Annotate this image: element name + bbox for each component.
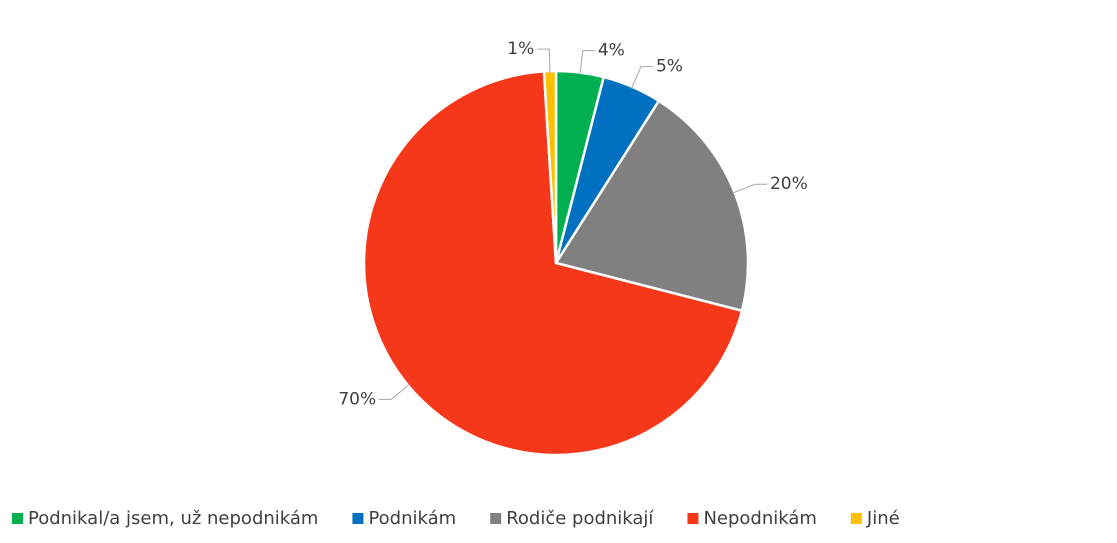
legend-label: Podnikám [368, 508, 456, 529]
data-label: 1% [507, 39, 534, 59]
legend-swatch [850, 513, 862, 524]
leader-line [379, 383, 410, 400]
legend-label: Jiné [866, 508, 900, 529]
data-label: 5% [656, 57, 683, 77]
leader-line [537, 48, 551, 74]
legend-label: Rodiče podnikají [506, 508, 654, 529]
legend-swatch [490, 513, 502, 524]
legend: Podnikal/a jsem, už nepodnikám Podnikám Ro… [12, 508, 900, 529]
data-label: 4% [598, 41, 625, 61]
legend-swatch [687, 513, 699, 524]
legend-swatch [12, 513, 23, 524]
legend-label: Nepodnikám [703, 508, 816, 529]
data-label: 20% [770, 174, 808, 194]
data-label: 70% [338, 389, 376, 409]
legend-swatch [352, 513, 364, 524]
leader-line [732, 183, 767, 194]
legend-label: Podnikal/a jsem, už nepodnikám [28, 508, 318, 529]
leader-line [579, 50, 595, 75]
leader-line [630, 66, 653, 89]
